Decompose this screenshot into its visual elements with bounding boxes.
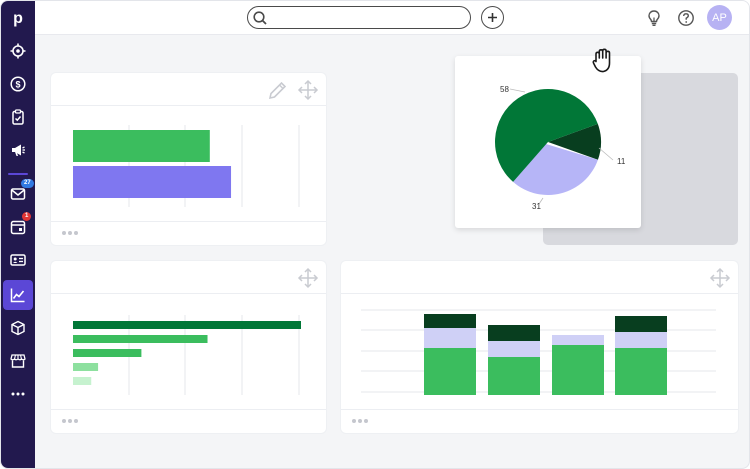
more-icon [11,392,25,396]
widget-options-dots-icon[interactable] [62,231,78,235]
sidebar-item-deals[interactable]: $ [1,69,35,99]
widget-header [51,261,326,294]
stacked-bar-segment [552,345,604,395]
widget-card-stacked [341,261,738,433]
plus-icon [488,13,497,22]
megaphone-icon [12,144,25,156]
widget-header [341,261,738,294]
calendar-count-badge: 1 [22,212,32,221]
move-icon[interactable] [709,267,731,289]
deals-pie-chart: 58 11 31 [455,56,641,228]
bar [73,363,99,371]
lightbulb-icon[interactable] [645,9,663,27]
stacked-bar-segment [615,316,667,332]
quick-add-button[interactable] [481,6,504,29]
pie-label-leader [538,197,544,205]
top-bar: AP [35,1,749,35]
widget-card-bar-1 [51,73,326,245]
sidebar-item-calendar[interactable] [1,212,35,242]
widget-footer [51,221,326,245]
stacked-column-chart [341,295,738,408]
widget-footer [51,409,326,433]
sidebar-item-mail[interactable] [1,179,35,209]
pie-slice [495,89,598,182]
widget-options-dots-icon[interactable] [62,419,78,423]
chart-svg [73,125,300,207]
sidebar-item-contacts[interactable] [1,245,35,275]
id-card-icon [10,254,26,266]
sidebar-item-products[interactable] [1,313,35,343]
pie-slice [548,123,601,160]
sidebar-item-campaigns[interactable] [1,135,35,165]
dollar-icon: $ [10,76,26,92]
stacked-bar-segment [424,348,476,395]
clipboard-check-icon [12,109,24,125]
search-box[interactable] [247,6,471,29]
chart-svg [73,315,301,395]
pie-label-leader [598,147,614,161]
stacked-bar-segment [488,325,540,341]
stacked-bar-segment [552,335,604,345]
bar [73,166,232,198]
target-icon [10,43,26,59]
user-avatar[interactable]: AP [707,5,732,30]
bar [73,321,301,329]
sidebar-item-insights[interactable] [3,280,33,310]
stacked-bar-segment [615,348,667,395]
store-icon [10,354,26,368]
help-icon[interactable] [677,9,695,27]
pie-label: 58 [500,85,509,94]
stacked-bar-segment [424,328,476,348]
search-icon [253,11,267,25]
pipedrive-logo[interactable]: p [1,5,35,31]
funnel-bar-chart [51,295,326,408]
sidebar-divider [8,173,28,175]
chart-svg [361,309,716,395]
stacked-bar-segment [488,341,540,357]
sidebar-item-leads[interactable] [1,36,35,66]
svg-text:p: p [13,10,23,27]
sidebar-item-activities[interactable] [1,102,35,132]
stacked-bar-segment [424,314,476,328]
chart-svg: 58 11 31 [495,85,626,211]
widget-footer [341,409,738,433]
pie-label: 31 [532,202,541,211]
sidebar: p $ [1,1,35,468]
widget-card-bar-2 [51,261,326,433]
mail-count-badge: 27 [21,179,34,188]
svg-text:$: $ [15,80,20,90]
box-icon [11,320,25,336]
sidebar-item-more[interactable] [1,379,35,409]
bar [73,130,210,162]
pie-label: 11 [617,157,626,166]
move-icon[interactable] [297,79,319,101]
search-input[interactable] [270,9,465,25]
grab-hand-icon [592,48,611,73]
pie-label-leader [509,88,526,93]
pencil-icon[interactable] [266,80,288,102]
bar [73,335,208,343]
bar [73,377,92,385]
sidebar-item-marketplace[interactable] [1,346,35,376]
widget-options-dots-icon[interactable] [352,419,368,423]
chart-icon [10,288,25,303]
deals-bar-chart [51,107,326,220]
move-icon[interactable] [297,267,319,289]
widget-card-pie[interactable]: 58 11 31 [455,56,641,228]
stacked-bar-segment [488,357,540,395]
envelope-icon [10,188,26,200]
stacked-bar-segment [615,332,667,348]
calendar-icon [10,220,26,235]
pie-slice [513,144,598,195]
widget-header [51,73,326,106]
bar [73,349,142,357]
